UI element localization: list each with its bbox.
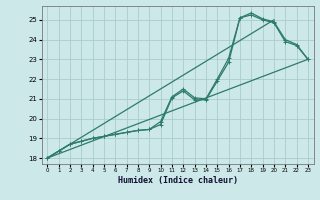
X-axis label: Humidex (Indice chaleur): Humidex (Indice chaleur) [118,176,237,185]
